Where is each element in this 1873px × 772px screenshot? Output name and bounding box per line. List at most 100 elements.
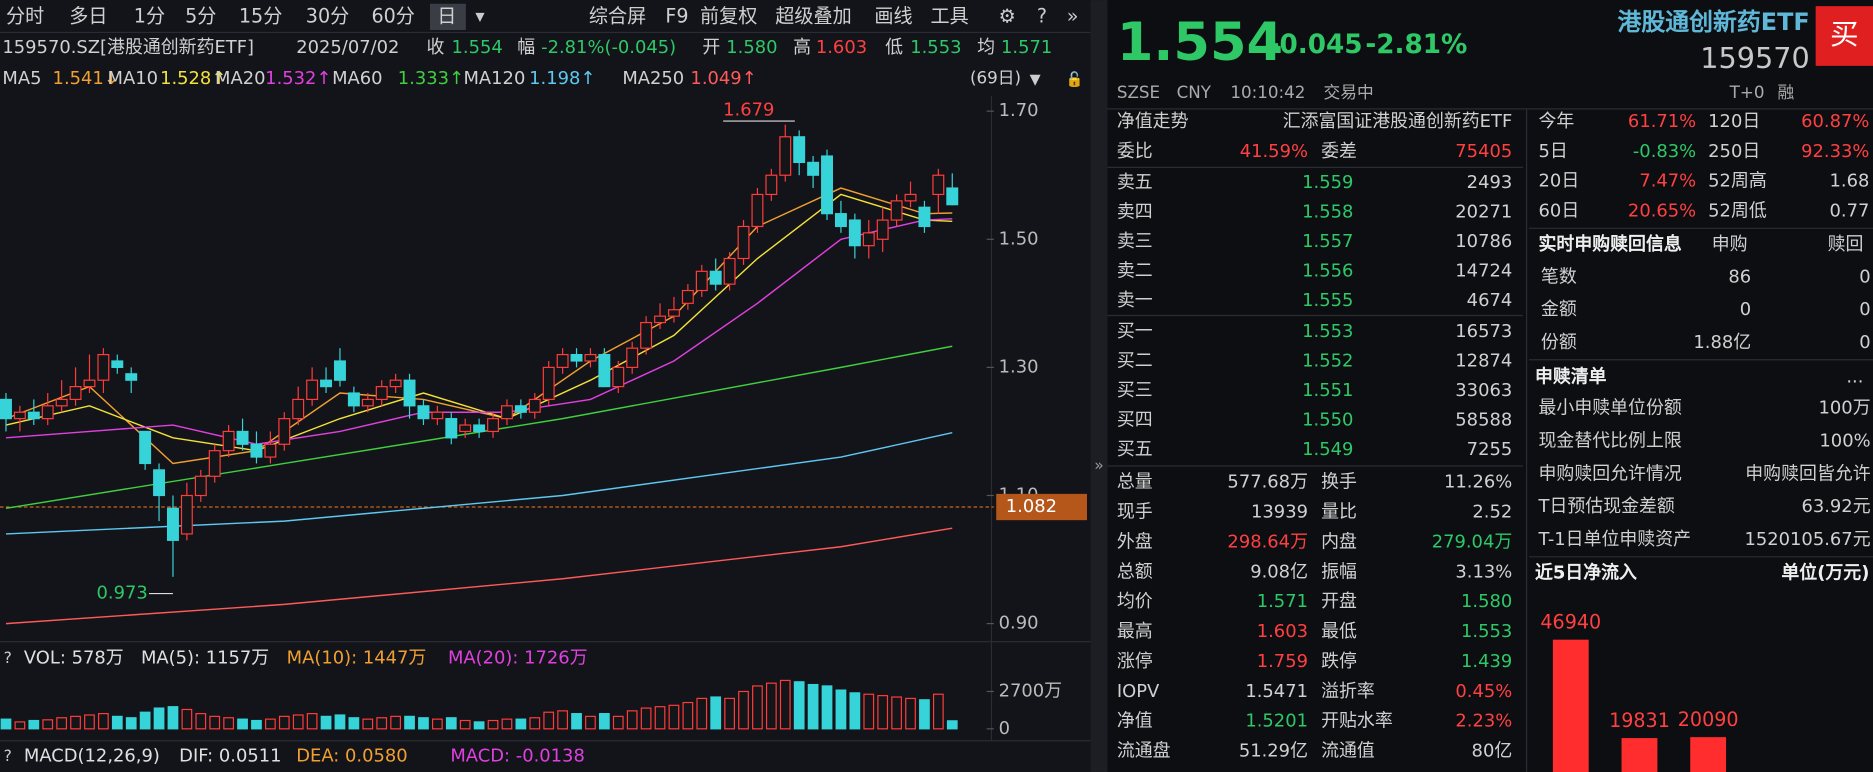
- help-icon[interactable]: ?: [1037, 4, 1047, 27]
- book-volume: 7255: [1467, 439, 1513, 460]
- field-value: 1.603: [1257, 621, 1308, 642]
- volume-bar: [181, 708, 193, 730]
- info-value: 1.580: [726, 37, 777, 58]
- more-icon[interactable]: »: [1067, 4, 1079, 27]
- volume-bar: [209, 715, 221, 730]
- field-label: 今年: [1539, 111, 1575, 132]
- flag: T+0: [1729, 82, 1765, 102]
- period-tab[interactable]: 分时: [6, 4, 44, 27]
- period-tab[interactable]: 60分: [371, 4, 414, 27]
- volume-bar: [543, 711, 555, 730]
- volume-bar: [919, 699, 930, 730]
- tool-button[interactable]: 超级叠加: [775, 4, 851, 27]
- candle-body: [27, 411, 40, 420]
- tool-button[interactable]: 综合屏: [589, 4, 646, 27]
- status: 10:10:42: [1230, 82, 1305, 102]
- candle-body: [807, 161, 820, 176]
- candle-body: [347, 392, 360, 407]
- field-value: 0: [1859, 332, 1870, 353]
- flow-bar: [1621, 738, 1658, 772]
- candle-body: [654, 315, 667, 324]
- volume-bar: [571, 713, 582, 730]
- volume-bar: [905, 697, 916, 730]
- book-volume: 20271: [1455, 201, 1512, 222]
- candle-body: [194, 475, 207, 497]
- field-value: 1.439: [1461, 651, 1512, 672]
- price-tag-label: 1.082: [1006, 496, 1057, 517]
- field-value: 1.553: [1461, 621, 1512, 642]
- candle-body: [598, 353, 611, 388]
- expand-icon[interactable]: »: [1094, 457, 1104, 475]
- candle-body: [695, 270, 708, 292]
- candle-body: [375, 386, 388, 401]
- candle-body: [848, 219, 861, 247]
- field-label: 份额: [1541, 332, 1577, 353]
- book-price: 1.557: [1302, 231, 1353, 252]
- volume-bar: [765, 682, 777, 730]
- dropdown-icon[interactable]: ▼: [475, 9, 485, 23]
- period-tab[interactable]: 15分: [239, 4, 282, 27]
- candle-body: [737, 225, 750, 260]
- more-link[interactable]: ...: [1846, 367, 1863, 388]
- candle-body: [69, 386, 82, 401]
- field-label: 净值: [1117, 711, 1153, 732]
- buy-label[interactable]: 买: [1830, 17, 1859, 51]
- volume-bar: [863, 693, 875, 730]
- field-label: IOPV: [1117, 681, 1160, 702]
- candle-body: [97, 353, 110, 381]
- candle-body: [793, 136, 806, 164]
- candle-body: [890, 200, 903, 221]
- candle-body: [0, 398, 12, 420]
- volume-bar: [237, 718, 248, 730]
- field-value: 80亿: [1472, 741, 1513, 762]
- volume-bar: [598, 713, 610, 730]
- field-value: 0.77: [1830, 201, 1870, 222]
- tool-button[interactable]: 前复权: [700, 4, 757, 27]
- low-annotation: 0.973: [97, 583, 148, 604]
- period-tab[interactable]: 日: [437, 4, 456, 27]
- book-price: 1.553: [1302, 321, 1353, 342]
- macd-legend: DIF: 0.0511: [179, 745, 281, 766]
- field-value: 1.88亿: [1693, 332, 1751, 353]
- tool-button[interactable]: 工具: [931, 4, 969, 27]
- nav-tab[interactable]: 净值走势: [1117, 111, 1189, 132]
- field-label: 振幅: [1321, 561, 1357, 582]
- candle-body: [667, 309, 680, 317]
- field-label: 5日: [1539, 141, 1568, 162]
- splitter[interactable]: [1090, 0, 1108, 772]
- period-tab[interactable]: 30分: [306, 4, 349, 27]
- field-value: 100%: [1819, 431, 1870, 452]
- fund-name: 汇添富国证港股通创新药ETF: [1283, 111, 1513, 132]
- field-label: 250日: [1708, 141, 1760, 162]
- y-tick-label: 1.70: [999, 100, 1039, 121]
- high-annotation: 1.679: [723, 99, 774, 120]
- volume-bar: [334, 714, 346, 730]
- help-icon[interactable]: ?: [4, 649, 12, 667]
- field-value: 1.759: [1257, 651, 1308, 672]
- volume-legend: MA(10): 1447万: [287, 647, 427, 668]
- tool-button[interactable]: F9: [665, 4, 688, 27]
- field-label: T日预估现金差额: [1538, 496, 1675, 517]
- flow-bar: [1552, 639, 1589, 772]
- candle-body: [41, 405, 54, 420]
- field-value: 2.52: [1472, 502, 1512, 523]
- lock-icon[interactable]: 🔓: [1066, 71, 1084, 88]
- period-tab[interactable]: 1分: [134, 4, 165, 27]
- tool-button[interactable]: 画线: [874, 4, 912, 27]
- flag: 融: [1777, 82, 1794, 102]
- settings-icon[interactable]: ⚙: [999, 4, 1016, 27]
- flow-value-label: 20090: [1678, 708, 1739, 731]
- field-value: 41.59%: [1240, 141, 1308, 162]
- period-tab[interactable]: 多日: [69, 4, 107, 27]
- dropdown-icon[interactable]: ▼: [1030, 72, 1041, 88]
- help-icon[interactable]: ?: [4, 747, 12, 765]
- field-value: 100万: [1819, 398, 1871, 419]
- ma-legend-value: 1.541↓: [53, 68, 119, 89]
- ma-line: [5, 527, 953, 625]
- candle-body: [153, 469, 166, 497]
- period-count[interactable]: (69日): [970, 68, 1021, 88]
- book-price: 1.550: [1302, 410, 1353, 431]
- period-tab[interactable]: 5分: [185, 4, 216, 27]
- buy-button[interactable]: [1815, 6, 1873, 66]
